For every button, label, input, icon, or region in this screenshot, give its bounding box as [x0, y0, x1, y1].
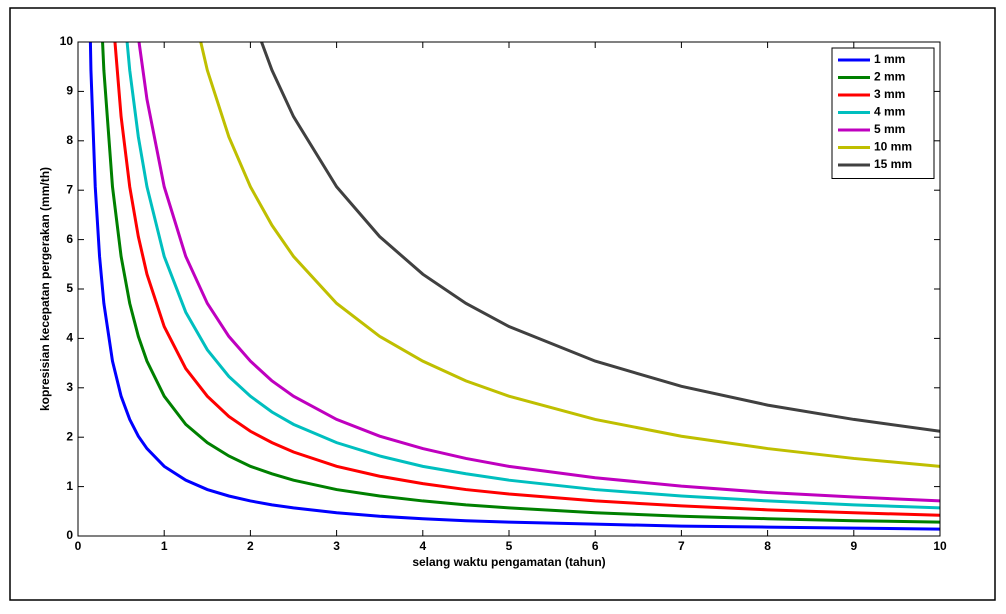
x-tick-label: 1 [161, 539, 168, 553]
line [88, 42, 940, 531]
legend-label: 3 mm [874, 87, 905, 101]
x-tick-label: 2 [247, 539, 254, 553]
x-tick-label: 3 [333, 539, 340, 553]
x-tick-label: 6 [592, 539, 599, 553]
outer-frame [9, 7, 996, 601]
x-tick-label: 5 [506, 539, 513, 553]
y-tick-label: 10 [60, 34, 74, 48]
y-tick-label: 5 [66, 281, 73, 295]
x-tick-label: 9 [850, 539, 857, 553]
y-tick-label: 8 [66, 133, 73, 147]
legend-label: 1 mm [874, 52, 905, 66]
y-tick-label: 4 [66, 331, 73, 345]
x-tick-label: 8 [764, 539, 771, 553]
legend-label: 2 mm [874, 70, 905, 84]
line [199, 42, 940, 468]
line [137, 42, 940, 503]
legend-label: 10 mm [874, 140, 912, 154]
line [259, 42, 940, 433]
line [125, 42, 940, 510]
x-axis-label: selang waktu pengamatan (tahun) [412, 555, 605, 569]
y-axis-label: kopresisian kecepatan pergerakan (mm/th) [38, 167, 52, 411]
x-tick-label: 10 [933, 539, 947, 553]
x-tick-label: 7 [678, 539, 685, 553]
plot-area [78, 42, 940, 536]
y-tick-label: 2 [66, 429, 73, 443]
line [101, 42, 940, 524]
legend-label: 15 mm [874, 157, 912, 171]
legend-label: 5 mm [874, 122, 905, 136]
y-tick-label: 1 [66, 479, 73, 493]
y-tick-label: 0 [66, 528, 73, 542]
y-tick-label: 9 [66, 84, 73, 98]
plot-lines [88, 42, 940, 531]
line [113, 42, 940, 517]
y-tick-label: 3 [66, 380, 73, 394]
y-tick-label: 7 [66, 182, 73, 196]
legend-label: 4 mm [874, 105, 905, 119]
x-tick-label: 0 [75, 539, 82, 553]
y-tick-label: 6 [66, 232, 73, 246]
x-tick-label: 4 [419, 539, 426, 553]
